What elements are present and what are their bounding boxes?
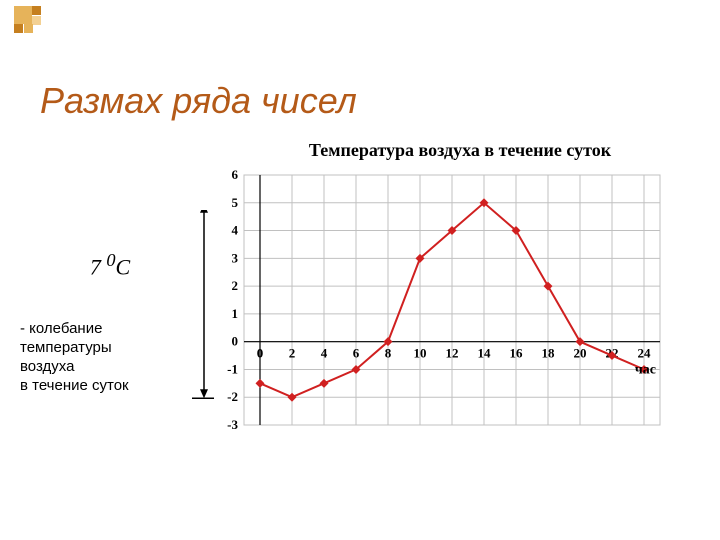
svg-text:-1: -1	[227, 361, 238, 376]
unit-c: C	[115, 254, 130, 279]
chart-title: Температура воздуха в течение суток	[210, 140, 710, 161]
svg-text:1: 1	[232, 306, 239, 321]
temperature-chart: -3-2-10123456024681012141618202224час	[210, 165, 670, 455]
range-annotation: 7 0C - колебание температуры воздуха в т…	[20, 250, 200, 395]
svg-text:4: 4	[321, 346, 328, 361]
corner-decoration	[0, 0, 60, 60]
svg-text:4: 4	[232, 223, 239, 238]
svg-text:10: 10	[414, 346, 427, 361]
svg-text:12: 12	[446, 346, 459, 361]
chart-container: Температура воздуха в течение суток -3 -2…	[210, 140, 710, 455]
svg-text:-2: -2	[227, 389, 238, 404]
svg-text:8: 8	[385, 346, 392, 361]
range-number: 7	[90, 254, 107, 279]
svg-text:5: 5	[232, 195, 239, 210]
svg-text:16: 16	[510, 346, 524, 361]
range-description: - колебание температуры воздуха в течени…	[20, 320, 200, 395]
svg-text:24: 24	[638, 346, 652, 361]
svg-text:-3: -3	[227, 417, 238, 432]
svg-text:18: 18	[542, 346, 556, 361]
slide-title: Размах ряда чисел	[40, 80, 357, 122]
svg-text:2: 2	[289, 346, 296, 361]
svg-text:6: 6	[232, 167, 239, 182]
svg-text:20: 20	[574, 346, 587, 361]
svg-text:14: 14	[478, 346, 492, 361]
svg-text:6: 6	[353, 346, 360, 361]
range-value: 7 0C	[20, 250, 200, 280]
svg-text:час: час	[635, 363, 656, 378]
svg-text:3: 3	[232, 250, 239, 265]
svg-text:0: 0	[232, 334, 239, 349]
svg-text:2: 2	[232, 278, 239, 293]
